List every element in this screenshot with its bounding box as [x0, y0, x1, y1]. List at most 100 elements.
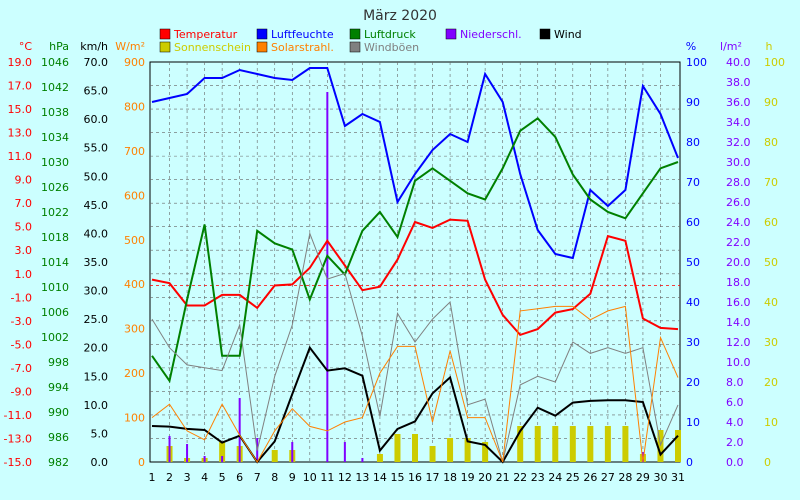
- rain-bar: [361, 458, 364, 462]
- tick-label-wind: 10.0: [84, 399, 109, 412]
- legend-swatch: [349, 41, 361, 53]
- rain-bar: [291, 442, 294, 462]
- x-tick-label: 29: [636, 471, 650, 484]
- legend-label: Luftdruck: [364, 28, 416, 41]
- axis-unit-pressure: hPa: [49, 40, 69, 53]
- x-tick-label: 18: [443, 471, 457, 484]
- x-tick-label: 7: [254, 471, 261, 484]
- tick-label-rain: 36.0: [726, 96, 751, 109]
- tick-label-wind: 25.0: [84, 313, 109, 326]
- x-tick-label: 10: [303, 471, 317, 484]
- tick-label-humidity: 10: [686, 416, 700, 429]
- tick-label-pressure: 1006: [41, 306, 69, 319]
- x-tick-label: 8: [271, 471, 278, 484]
- tick-label-humidity: 20: [686, 376, 700, 389]
- tick-label-temp: -15.0: [4, 456, 32, 469]
- x-tick-label: 12: [338, 471, 352, 484]
- rain-bar: [343, 442, 346, 462]
- tick-label-solar: 700: [124, 145, 145, 158]
- tick-label-sun: 70: [764, 176, 778, 189]
- tick-label-rain: 22.0: [726, 236, 751, 249]
- tick-label-temp: 13.0: [8, 127, 33, 140]
- series-line-temperatur: [151, 218, 679, 337]
- legend-label: Niederschl.: [460, 28, 522, 41]
- tick-label-temp: 9.0: [15, 174, 33, 187]
- axis-unit-rain: l/m²: [720, 40, 742, 53]
- rain-bar: [168, 436, 171, 462]
- tick-label-pressure: 1030: [41, 156, 69, 169]
- tick-label-rain: 0.0: [726, 456, 744, 469]
- tick-label-solar: 400: [124, 278, 145, 291]
- tick-label-rain: 4.0: [726, 416, 744, 429]
- tick-label-sun: 100: [764, 56, 785, 69]
- tick-label-rain: 10.0: [726, 356, 751, 369]
- series-line-windb-en: [151, 231, 679, 463]
- tick-label-rain: 18.0: [726, 276, 751, 289]
- tick-label-pressure: 1042: [41, 81, 69, 94]
- tick-label-solar: 500: [124, 234, 145, 247]
- tick-label-rain: 26.0: [726, 196, 751, 209]
- tick-label-rain: 28.0: [726, 176, 751, 189]
- tick-label-humidity: 100: [686, 56, 707, 69]
- x-tick-label: 23: [531, 471, 545, 484]
- tick-label-humidity: 90: [686, 96, 700, 109]
- tick-label-rain: 32.0: [726, 136, 751, 149]
- sunshine-bar: [675, 430, 681, 462]
- x-tick-label: 3: [184, 471, 191, 484]
- sunshine-bar: [447, 438, 454, 462]
- tick-label-pressure: 986: [48, 431, 69, 444]
- tick-label-rain: 8.0: [726, 376, 744, 389]
- tick-label-pressure: 998: [48, 356, 69, 369]
- x-tick-label: 1: [149, 471, 156, 484]
- legend-swatch: [159, 28, 171, 40]
- x-tick-label: 9: [289, 471, 296, 484]
- sunshine-bar: [482, 442, 489, 462]
- tick-label-wind: 50.0: [84, 170, 109, 183]
- tick-label-rain: 6.0: [726, 396, 744, 409]
- tick-label-temp: 11.0: [8, 150, 33, 163]
- tick-label-sun: 30: [764, 336, 778, 349]
- x-tick-label: 26: [583, 471, 597, 484]
- tick-label-temp: 1.0: [15, 268, 33, 281]
- legend-swatch: [256, 41, 268, 53]
- tick-label-humidity: 30: [686, 336, 700, 349]
- legend-label: Luftfeuchte: [271, 28, 334, 41]
- x-tick-label: 11: [320, 471, 334, 484]
- axis-unit-wind: km/h: [80, 40, 108, 53]
- legend-swatch: [349, 28, 361, 40]
- tick-label-humidity: 40: [686, 296, 700, 309]
- x-tick-label: 5: [219, 471, 226, 484]
- tick-label-temp: -1.0: [11, 291, 32, 304]
- tick-label-pressure: 1002: [41, 331, 69, 344]
- sunshine-bar: [622, 426, 629, 462]
- series-line-luftfeuchte: [151, 67, 679, 260]
- tick-label-pressure: 1018: [41, 231, 69, 244]
- tick-label-pressure: 990: [48, 406, 69, 419]
- x-tick-label: 14: [373, 471, 387, 484]
- tick-label-wind: 70.0: [84, 56, 109, 69]
- tick-label-wind: 0.0: [91, 456, 109, 469]
- x-tick-label: 27: [601, 471, 615, 484]
- sunshine-bar: [569, 426, 576, 462]
- tick-label-rain: 20.0: [726, 256, 751, 269]
- tick-label-sun: 0: [764, 456, 771, 469]
- sunshine-bar: [271, 450, 278, 462]
- axis-unit-humidity: %: [686, 40, 696, 53]
- sunshine-bar: [517, 426, 524, 462]
- tick-label-rain: 16.0: [726, 296, 751, 309]
- sunshine-bar: [552, 426, 559, 462]
- tick-label-temp: 5.0: [15, 221, 33, 234]
- tick-label-solar: 300: [124, 323, 145, 336]
- tick-label-humidity: 70: [686, 176, 700, 189]
- tick-label-sun: 50: [764, 256, 778, 269]
- legend-label: Solarstrahl.: [271, 41, 334, 54]
- x-tick-label: 13: [355, 471, 369, 484]
- axis-unit-temp: °C: [19, 40, 33, 53]
- x-tick-label: 17: [426, 471, 440, 484]
- tick-label-wind: 65.0: [84, 85, 109, 98]
- tick-label-temp: 19.0: [8, 56, 33, 69]
- tick-label-humidity: 60: [686, 216, 700, 229]
- tick-label-temp: -11.0: [4, 409, 32, 422]
- tick-label-solar: 100: [124, 412, 145, 425]
- chart-title: März 2020: [363, 8, 437, 24]
